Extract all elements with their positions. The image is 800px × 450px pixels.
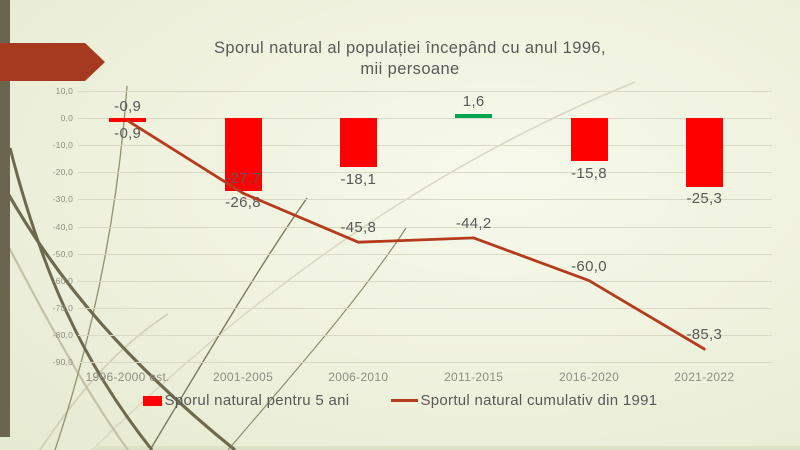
- y-gridline: [78, 118, 772, 120]
- line-value-label: -60,0: [571, 257, 607, 275]
- bar: [224, 118, 262, 191]
- bar: [455, 114, 493, 119]
- y-axis-tick-label: -70,0: [52, 302, 73, 313]
- chart-title-line1: Sporul natural al populației începând cu…: [214, 39, 606, 57]
- bar-value-label: -25,3: [686, 190, 723, 208]
- category-label: 2021-2022: [674, 370, 735, 384]
- y-axis-tick-label: -90,0: [52, 356, 73, 367]
- line-value-label: -27,7: [225, 170, 261, 188]
- y-axis-tick-label: -80,0: [52, 329, 73, 340]
- bar-value-label: -26,8: [225, 194, 261, 212]
- y-gridline: [78, 226, 772, 228]
- legend-item-line: Sportul natural cumulativ din 1991: [391, 392, 657, 409]
- bar: [339, 118, 377, 168]
- y-axis-tick-label: -30,0: [52, 194, 73, 205]
- y-axis-tick-label: 0,0: [60, 113, 73, 124]
- line-value-label: -45,8: [340, 219, 377, 237]
- line-value-label: -0,9: [114, 97, 142, 115]
- y-gridline: [78, 361, 772, 363]
- chart-legend: Sporul natural pentru 5 ani Sportul natu…: [0, 392, 800, 409]
- bar-value-label: -18,1: [340, 170, 377, 188]
- y-gridline: [78, 307, 772, 309]
- category-label: 1996-2000 est.: [85, 370, 170, 384]
- line-value-label: -44,2: [455, 214, 492, 232]
- y-gridline: [78, 280, 772, 282]
- category-label: 2001-2005: [212, 370, 274, 384]
- y-gridline: [78, 199, 772, 201]
- y-axis-tick-label: -10,0: [52, 140, 73, 151]
- y-axis-tick-label: -20,0: [52, 167, 73, 178]
- accent-arrow-shape: [0, 43, 105, 81]
- chart-title: Sporul natural al populației începând cu…: [140, 38, 680, 80]
- left-edge-band: [0, 0, 10, 437]
- legend-bar-swatch: [142, 395, 162, 406]
- bar-value-label: -0,9: [114, 125, 142, 143]
- line-value-label: -85,3: [686, 326, 723, 343]
- y-gridline: [78, 334, 772, 336]
- legend-bar-label: Sporul natural pentru 5 ani: [164, 392, 350, 409]
- legend-line-swatch: [391, 399, 419, 402]
- y-gridline: [78, 172, 772, 174]
- y-gridline: [78, 91, 772, 93]
- legend-item-bars: Sporul natural pentru 5 ani: [142, 392, 350, 409]
- category-label: 2016-2020: [558, 370, 620, 384]
- category-label: 2006-2010: [328, 370, 389, 384]
- category-label: 2011-2015: [444, 370, 504, 384]
- bar-value-label: -15,8: [571, 164, 607, 182]
- y-axis-tick-label: -40,0: [52, 221, 73, 232]
- y-gridline: [78, 253, 772, 255]
- chart-title-line2: mii persoane: [360, 60, 460, 78]
- y-axis-tick-label: -60,0: [52, 275, 73, 286]
- bar: [570, 118, 608, 161]
- y-axis-tick-label: -50,0: [52, 248, 73, 259]
- y-axis-tick-label: 10,0: [55, 86, 73, 97]
- bar-value-label: 1,6: [462, 93, 485, 110]
- legend-line-label: Sportul natural cumulativ din 1991: [420, 392, 658, 409]
- y-gridline: [78, 145, 772, 147]
- bar: [685, 118, 723, 187]
